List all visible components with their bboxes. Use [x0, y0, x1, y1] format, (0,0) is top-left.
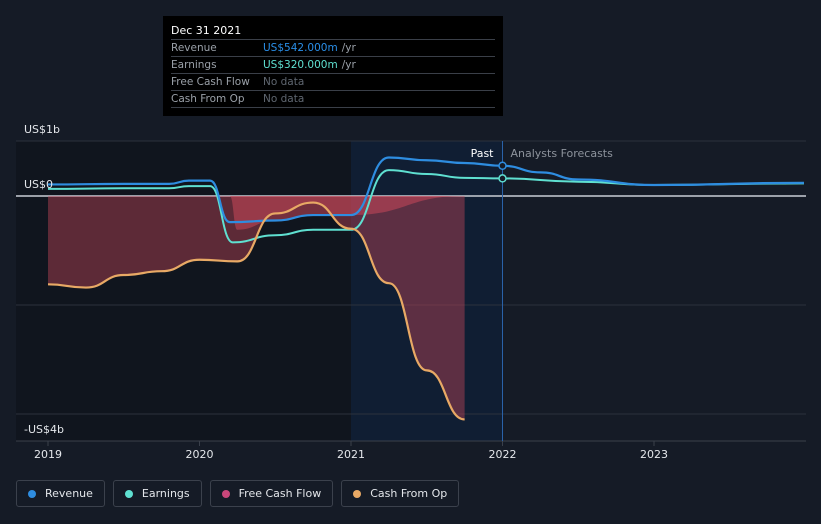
- tooltip-row-revenue: Revenue US$542.000m /yr: [171, 40, 495, 57]
- free-cash-flow-area: [48, 196, 464, 230]
- tooltip-label: Free Cash Flow: [171, 76, 250, 88]
- tooltip-value: US$542.000m: [263, 42, 338, 54]
- legend-item-earnings[interactable]: Earnings: [112, 480, 202, 507]
- tooltip-label: Revenue: [171, 42, 217, 54]
- chart-grid: [16, 140, 806, 442]
- tooltip-label: Earnings: [171, 59, 217, 71]
- y-tick-label: US$1b: [24, 123, 60, 136]
- chart-background: [16, 141, 503, 441]
- highlight-range: [351, 141, 503, 441]
- legend-dot-icon: [221, 489, 230, 498]
- cash-from-op-line: [47, 201, 465, 421]
- legend-label: Earnings: [141, 487, 190, 500]
- legend-label: Revenue: [45, 487, 93, 500]
- legend-dot-icon: [353, 489, 362, 498]
- legend-item-revenue[interactable]: Revenue: [16, 480, 105, 507]
- legend-item-cash-from-op[interactable]: Cash From Op: [341, 480, 460, 507]
- legend-label: Free Cash Flow: [238, 487, 322, 500]
- tooltip-unit: /yr: [341, 42, 356, 54]
- x-tick-label: 2021: [337, 448, 365, 461]
- y-tick-label: US$0: [24, 178, 53, 191]
- tooltip-value: US$320.000m: [263, 59, 338, 71]
- tooltip-row-cash-from-op: Cash From Op No data: [171, 91, 495, 108]
- y-tick-label: -US$4b: [24, 423, 64, 436]
- tooltip-value: No data: [263, 76, 305, 88]
- tooltip-row-earnings: Earnings US$320.000m /yr: [171, 57, 495, 74]
- tooltip-label: Cash From Op: [171, 93, 245, 105]
- past-label: Past: [471, 147, 495, 160]
- legend-label: Cash From Op: [370, 487, 448, 500]
- past-shading: [16, 141, 351, 441]
- x-tick-label: 2020: [186, 448, 214, 461]
- x-tick-label: 2022: [489, 448, 517, 461]
- legend-dot-icon: [124, 489, 133, 498]
- chart-lines: [47, 156, 804, 421]
- chart-fills: [48, 196, 465, 420]
- tooltip-row-free-cash-flow: Free Cash Flow No data: [171, 74, 495, 91]
- earnings-point: [498, 174, 507, 183]
- tooltip-unit: /yr: [341, 59, 356, 71]
- x-tick-label: 2019: [34, 448, 62, 461]
- cash-from-op-area: [48, 196, 465, 420]
- earnings-line: [47, 169, 804, 244]
- legend: Revenue Earnings Free Cash Flow Cash Fro…: [16, 480, 460, 507]
- forecast-label: Analysts Forecasts: [511, 147, 614, 160]
- chart-labels: US$1b US$0 -US$4b 2019 2020 2021 2022 2023 Past A…: [24, 123, 668, 461]
- tooltip: Dec 31 2021 Revenue US$542.000m /yr Earn…: [163, 16, 503, 116]
- legend-item-free-cash-flow[interactable]: Free Cash Flow: [209, 480, 334, 507]
- revenue-point: [498, 161, 507, 170]
- x-tick-label: 2023: [640, 448, 668, 461]
- tooltip-value: No data: [263, 93, 305, 105]
- tooltip-date: Dec 31 2021: [171, 22, 495, 40]
- legend-dot-icon: [28, 489, 36, 498]
- revenue-line: [47, 156, 804, 224]
